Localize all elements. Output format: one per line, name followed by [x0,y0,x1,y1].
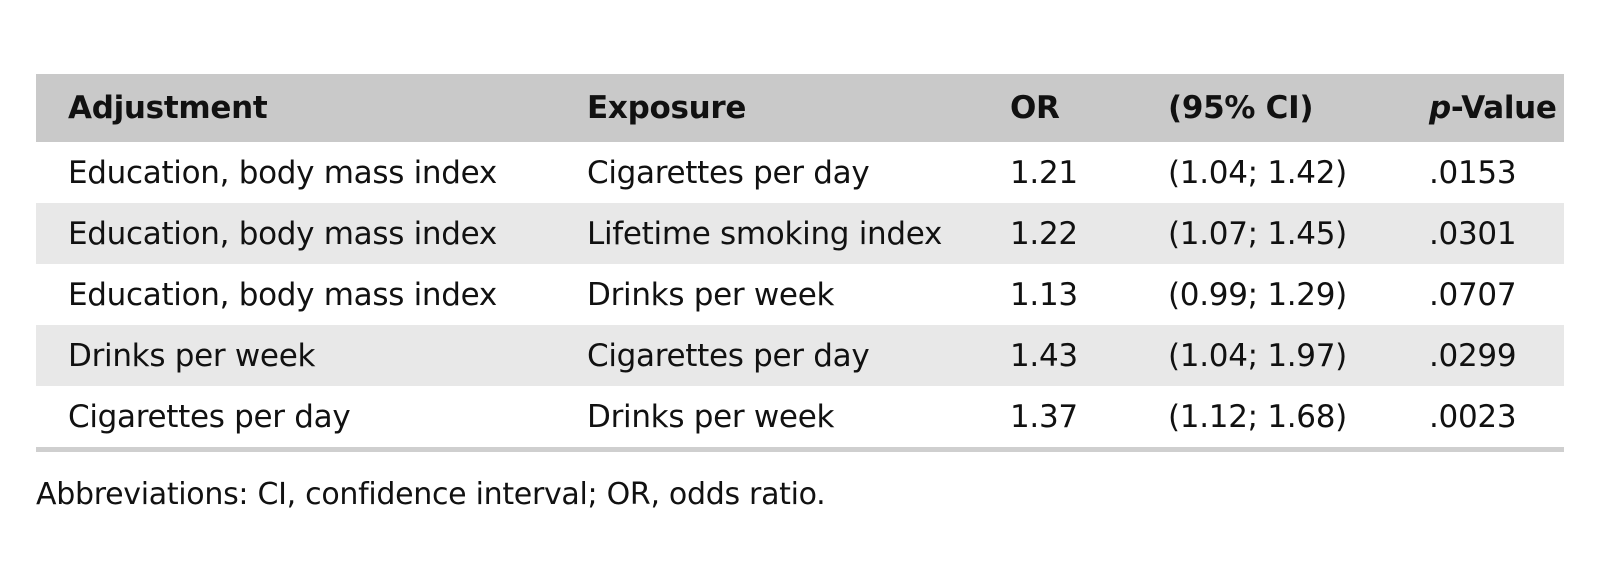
cell-or: 1.37 [1010,398,1078,435]
cell-adjustment: Cigarettes per day [68,398,351,435]
cell-exposure: Cigarettes per day [587,154,870,191]
cell-adjustment: Education, body mass index [68,154,497,191]
cell-p-value: .0153 [1429,154,1517,191]
header-adjustment: Adjustment [68,90,268,126]
cell-p-value: .0299 [1429,337,1517,374]
cell-ci: (1.07; 1.45) [1168,215,1347,252]
table-row: Education, body mass index Lifetime smok… [36,203,1564,264]
cell-or: 1.22 [1010,215,1078,252]
header-row: Adjustment Exposure OR (95% CI) p-Value [36,74,1564,142]
cell-exposure: Cigarettes per day [587,337,870,374]
header-or: OR [1010,90,1060,126]
cell-p-value: .0023 [1429,398,1517,435]
cell-p-value: .0301 [1429,215,1517,252]
table-body: Education, body mass index Cigarettes pe… [36,142,1564,447]
header-p-suffix: -Value [1450,90,1557,126]
header-ci: (95% CI) [1168,90,1314,126]
cell-adjustment: Education, body mass index [68,276,497,313]
cell-exposure: Drinks per week [587,398,835,435]
cell-or: 1.43 [1010,337,1078,374]
header-exposure: Exposure [587,90,747,126]
results-table: Adjustment Exposure OR (95% CI) p-Value … [36,74,1564,447]
cell-exposure: Lifetime smoking index [587,215,943,252]
cell-adjustment: Education, body mass index [68,215,497,252]
cell-adjustment: Drinks per week [68,337,316,374]
table-header: Adjustment Exposure OR (95% CI) p-Value [36,74,1564,142]
table-row: Cigarettes per day Drinks per week 1.37 … [36,386,1564,447]
table-footnote: Abbreviations: CI, confidence interval; … [36,477,826,512]
header-p-value: p-Value [1429,74,1564,142]
cell-or: 1.13 [1010,276,1078,313]
cell-or: 1.21 [1010,154,1078,191]
cell-ci: (0.99; 1.29) [1168,276,1347,313]
table-row: Drinks per week Cigarettes per day 1.43 … [36,325,1564,386]
results-table-container: Adjustment Exposure OR (95% CI) p-Value … [36,74,1564,452]
header-p-prefix: p [1429,90,1451,126]
table-row: Education, body mass index Drinks per we… [36,264,1564,325]
cell-ci: (1.04; 1.97) [1168,337,1347,374]
cell-ci: (1.04; 1.42) [1168,154,1347,191]
cell-ci: (1.12; 1.68) [1168,398,1347,435]
cell-p-value: .0707 [1429,276,1517,313]
table-bottom-rule [36,447,1564,452]
table-row: Education, body mass index Cigarettes pe… [36,142,1564,203]
cell-exposure: Drinks per week [587,276,835,313]
